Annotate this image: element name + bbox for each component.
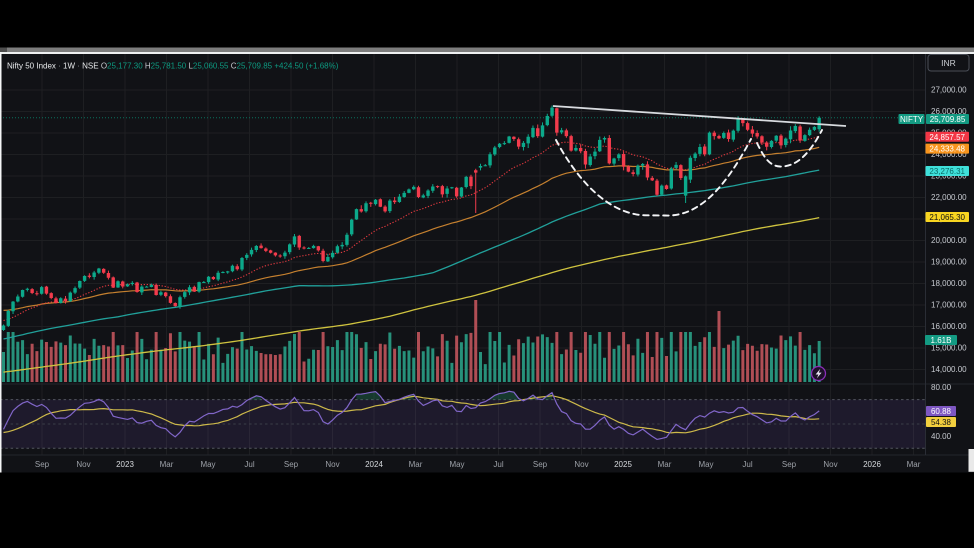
svg-text:25,709.85: 25,709.85 (930, 115, 966, 124)
svg-text:May: May (200, 460, 215, 469)
svg-text:18,000.00: 18,000.00 (931, 279, 967, 288)
svg-text:16,000.00: 16,000.00 (931, 322, 967, 331)
svg-text:60.88: 60.88 (931, 407, 952, 416)
svg-text:20,000.00: 20,000.00 (931, 236, 967, 245)
svg-text:40.00: 40.00 (931, 432, 952, 441)
svg-text:21,065.30: 21,065.30 (929, 213, 965, 222)
svg-text:2024: 2024 (365, 460, 383, 469)
svg-text:Jul: Jul (244, 460, 254, 469)
svg-text:24,333.48: 24,333.48 (929, 145, 965, 154)
svg-text:17,000.00: 17,000.00 (931, 301, 967, 310)
svg-text:22,000.00: 22,000.00 (931, 193, 967, 202)
svg-text:Jul: Jul (493, 460, 503, 469)
svg-text:Nov: Nov (325, 460, 339, 469)
svg-text:Sep: Sep (284, 460, 299, 469)
svg-text:Mar: Mar (907, 460, 921, 469)
svg-text:May: May (449, 460, 464, 469)
svg-text:Sep: Sep (782, 460, 797, 469)
svg-text:Nov: Nov (574, 460, 588, 469)
svg-text:24,000.00: 24,000.00 (931, 150, 967, 159)
svg-text:INR: INR (941, 58, 956, 68)
svg-text:1.61B: 1.61B (931, 336, 952, 345)
svg-text:54.38: 54.38 (931, 418, 952, 427)
svg-text:27,000.00: 27,000.00 (931, 86, 967, 95)
svg-text:Mar: Mar (160, 460, 174, 469)
svg-text:NIFTY: NIFTY (900, 115, 924, 124)
svg-text:2025: 2025 (614, 460, 632, 469)
svg-text:Mar: Mar (409, 460, 423, 469)
svg-text:2026: 2026 (863, 460, 881, 469)
svg-text:24,857.57: 24,857.57 (929, 133, 965, 142)
svg-text:Jul: Jul (742, 460, 752, 469)
svg-text:Sep: Sep (35, 460, 50, 469)
svg-text:14,000.00: 14,000.00 (931, 365, 967, 374)
svg-text:2023: 2023 (116, 460, 134, 469)
svg-text:19,000.00: 19,000.00 (931, 258, 967, 267)
svg-text:Nifty 50 Index · 1W · NSE O25: Nifty 50 Index · 1W · NSE O25,177.30 H25… (7, 61, 339, 70)
svg-text:Nov: Nov (823, 460, 837, 469)
svg-text:15,000.00: 15,000.00 (931, 344, 967, 353)
svg-text:23,276.31: 23,276.31 (929, 167, 965, 176)
svg-text:May: May (698, 460, 713, 469)
svg-text:26,000.00: 26,000.00 (931, 107, 967, 116)
svg-text:Nov: Nov (76, 460, 90, 469)
svg-text:Sep: Sep (533, 460, 548, 469)
svg-text:Mar: Mar (658, 460, 672, 469)
svg-text:80.00: 80.00 (931, 383, 952, 392)
